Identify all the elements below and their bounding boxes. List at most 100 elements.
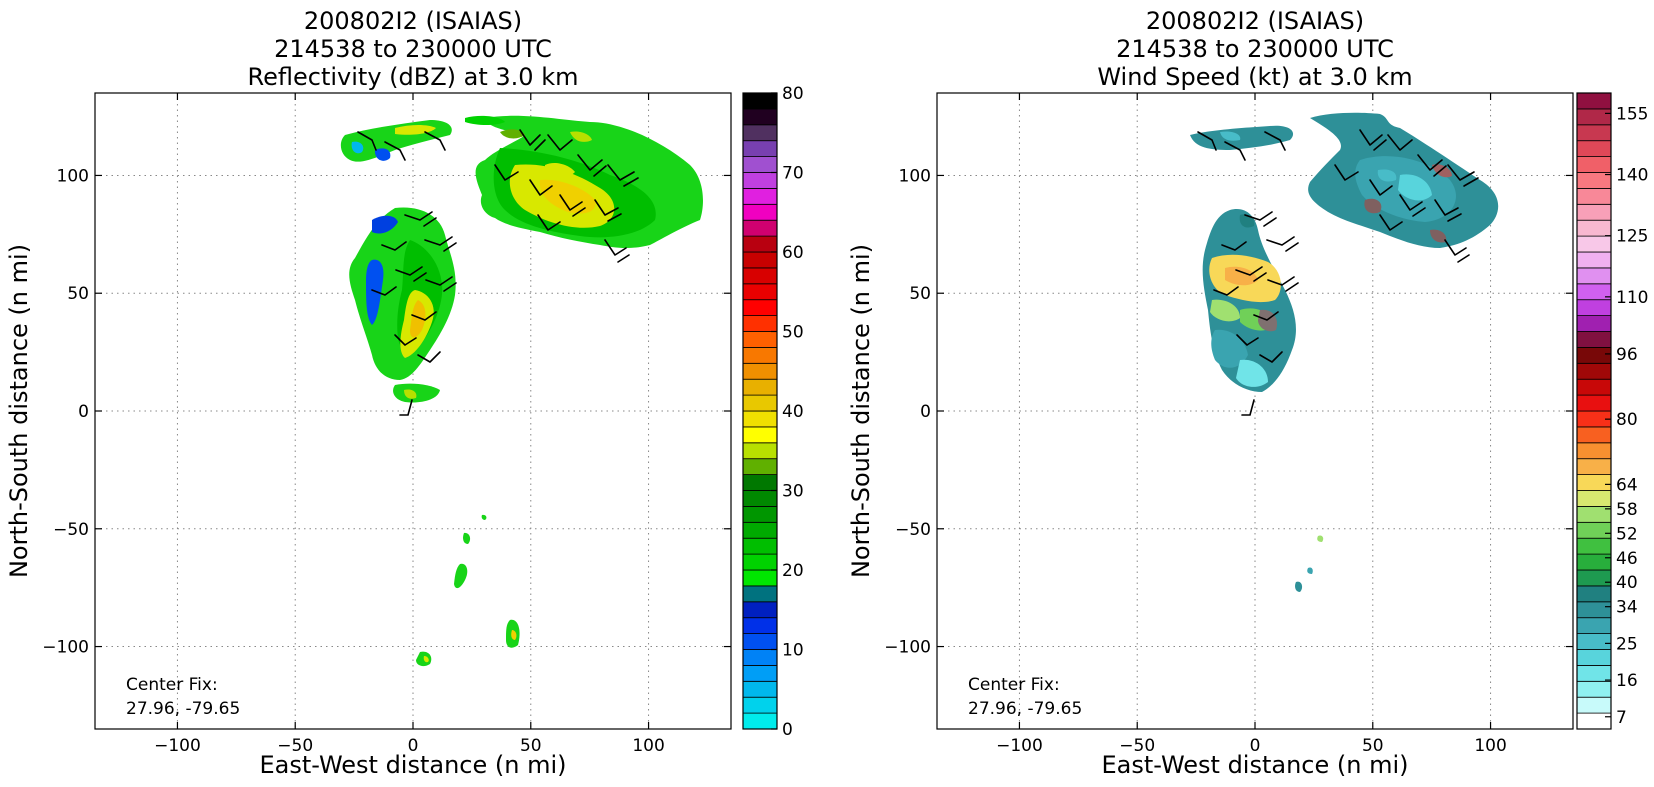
- colorbar-segment: [742, 474, 778, 491]
- colorbar-tick-label: 10: [782, 641, 804, 661]
- x-tick-label: −50: [1119, 736, 1155, 756]
- x-tick-label: 0: [1250, 736, 1261, 756]
- reflectivity-panel: 200802I2 (ISAIAS) 214538 to 230000 UTC R…: [5, 7, 804, 779]
- colorbar-tick-label: 60: [782, 243, 804, 263]
- colorbar-segment: [742, 219, 778, 237]
- colorbar-segment: [1576, 92, 1612, 110]
- wind-speed-panel: 200802I2 (ISAIAS) 214538 to 230000 UTC W…: [847, 7, 1648, 779]
- colorbar-segment: [1576, 426, 1612, 444]
- x-tick-label: −100: [996, 736, 1043, 756]
- colorbar-segment: [742, 649, 778, 666]
- x-tick-label: 50: [1362, 736, 1384, 756]
- colorbar-segment: [742, 156, 778, 173]
- colorbar-segment: [742, 696, 778, 714]
- colorbar-segment: [1576, 553, 1612, 571]
- colorbar-segment: [742, 394, 778, 412]
- y-axis-label: North-South distance (n mi): [5, 244, 33, 578]
- axis-ticks: −100 −50 0 50 100 −100 −50 0 50 100: [884, 93, 1573, 756]
- wind-barbs: [1197, 129, 1479, 416]
- colorbar-segment: [1576, 140, 1612, 157]
- y-tick-label: 100: [57, 166, 89, 186]
- colorbar-tick-label: 46: [1616, 549, 1638, 569]
- colorbar-segment: [1576, 617, 1612, 635]
- colorbar-segment: [742, 267, 778, 285]
- colorbar-segment: [1576, 649, 1612, 666]
- colorbar-segment: [742, 426, 778, 444]
- chart-title-line-3: Reflectivity (dBZ) at 3.0 km: [248, 63, 579, 91]
- chart-title-line-1: 200802I2 (ISAIAS): [304, 7, 522, 35]
- colorbar-segment: [742, 378, 778, 396]
- colorbar-segment: [742, 585, 778, 603]
- colorbar-segment: [742, 553, 778, 571]
- colorbar-segment: [742, 235, 778, 253]
- colorbar-segment: [742, 537, 778, 555]
- colorbar-segment: [742, 521, 778, 539]
- y-tick-label: 0: [78, 402, 89, 422]
- colorbar-tick-label: 52: [1616, 524, 1638, 544]
- colorbar-segment: [742, 490, 778, 507]
- center-fix-value: 27.96, -79.65: [126, 699, 240, 719]
- colorbar-segment: [742, 299, 778, 317]
- colorbar-tick-label: 7: [1616, 708, 1627, 728]
- colorbar-segment: [1576, 219, 1612, 237]
- colorbar-segment: [1576, 712, 1612, 730]
- colorbar-segment: [742, 108, 778, 126]
- colorbar-segment: [1576, 362, 1612, 380]
- chart-title-line-2: 214538 to 230000 UTC: [1116, 35, 1394, 63]
- colorbar-tick-label: 80: [1616, 410, 1638, 430]
- colorbar-segment: [742, 124, 778, 142]
- center-fix-label: Center Fix:: [126, 675, 218, 695]
- reflectivity-field: [340, 115, 703, 667]
- colorbar-segment: [1576, 665, 1612, 682]
- colorbar-frame: [1576, 92, 1612, 730]
- colorbar-segment: [1576, 442, 1612, 460]
- colorbar-tick-label: 16: [1616, 671, 1638, 691]
- colorbar-segment: [1576, 378, 1612, 396]
- colorbar-segment: [742, 665, 778, 682]
- colorbar-segment: [1576, 346, 1612, 364]
- colorbar-segment: [1576, 633, 1612, 650]
- center-fix-label: Center Fix:: [968, 675, 1060, 695]
- axis-ticks: −100 −50 0 50 100 −100 −50 0 50 100: [42, 93, 731, 756]
- colorbar-segment: [1576, 267, 1612, 285]
- wind-barbs: [357, 129, 639, 416]
- colorbar-tick-label: 50: [782, 323, 804, 343]
- colorbar-segment: [742, 283, 778, 301]
- colorbar-segment: [742, 251, 778, 269]
- x-tick-label: −50: [277, 736, 313, 756]
- colorbar-segment: [742, 458, 778, 476]
- colorbar-segment: [1576, 458, 1612, 476]
- colorbar-segment: [742, 203, 778, 221]
- colorbar-tick-label: 40: [782, 402, 804, 422]
- colorbar-segment: [742, 410, 778, 428]
- colorbar-tick-label: 155: [1616, 104, 1648, 124]
- chart-title-line-2: 214538 to 230000 UTC: [274, 35, 552, 63]
- colorbar-tick-label: 0: [782, 720, 793, 740]
- y-tick-label: 50: [67, 284, 89, 304]
- colorbar-tick-label: 125: [1616, 227, 1648, 247]
- colorbar-segment: [1576, 108, 1612, 126]
- wind-speed-colorbar: 7 16 25 34 40 46 52 58 64 80 96 110 125 140 155: [1576, 92, 1648, 730]
- y-tick-label: −100: [42, 638, 89, 658]
- y-tick-label: 0: [920, 402, 931, 422]
- colorbar-tick-label: 140: [1616, 166, 1648, 186]
- colorbar-segment: [1576, 569, 1612, 587]
- wind-speed-field: [1190, 112, 1499, 592]
- colorbar-tick-label: 96: [1616, 345, 1638, 365]
- colorbar-segment: [742, 172, 778, 189]
- x-axis-label: East-West distance (n mi): [1101, 751, 1408, 779]
- colorbar-tick-label: 20: [782, 561, 804, 581]
- y-tick-label: 50: [909, 284, 931, 304]
- chart-title-line-3: Wind Speed (kt) at 3.0 km: [1097, 63, 1412, 91]
- x-tick-label: 100: [632, 736, 664, 756]
- colorbar-segment: [1576, 156, 1612, 173]
- center-fix-value: 27.96, -79.65: [968, 699, 1082, 719]
- colorbar-segment: [1576, 474, 1612, 491]
- colorbar-tick-label: 25: [1616, 634, 1638, 654]
- colorbar-tick-label: 70: [782, 164, 804, 184]
- colorbar-segment: [1576, 187, 1612, 205]
- y-tick-label: −50: [895, 520, 931, 540]
- colorbar-segment: [1576, 299, 1612, 317]
- colorbar-segment: [742, 569, 778, 587]
